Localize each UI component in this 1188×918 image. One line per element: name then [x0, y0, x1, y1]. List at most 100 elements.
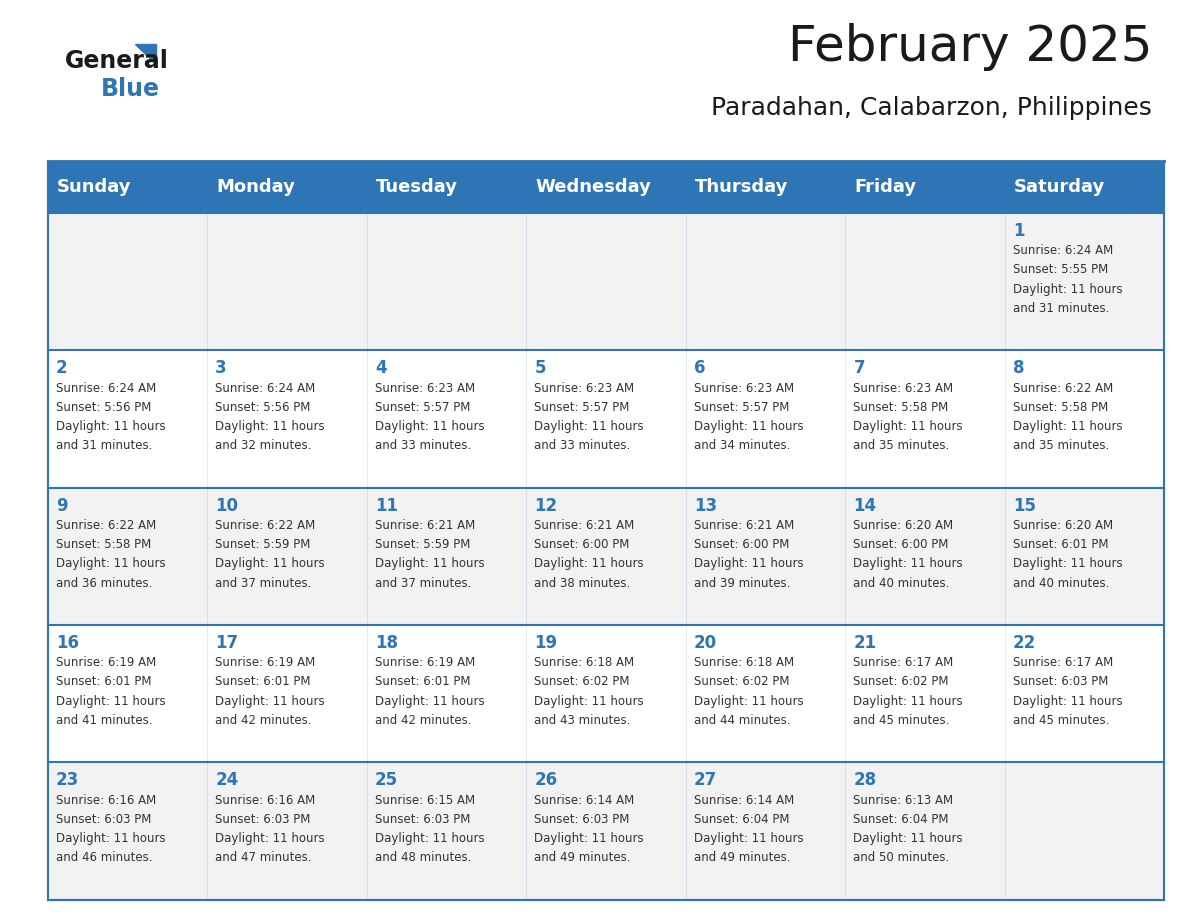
Text: Sunrise: 6:23 AM: Sunrise: 6:23 AM: [853, 382, 954, 395]
Bar: [845, 351, 1005, 487]
Bar: [526, 762, 685, 900]
Text: 18: 18: [375, 634, 398, 652]
Text: Sunrise: 6:18 AM: Sunrise: 6:18 AM: [694, 656, 794, 669]
Text: 2: 2: [56, 360, 68, 377]
Bar: [1005, 213, 1164, 351]
Text: Daylight: 11 hours: Daylight: 11 hours: [375, 420, 485, 433]
Text: and 33 minutes.: and 33 minutes.: [375, 440, 472, 453]
Text: Sunrise: 6:22 AM: Sunrise: 6:22 AM: [215, 519, 316, 532]
Text: 15: 15: [1013, 497, 1036, 515]
Text: Sunrise: 6:24 AM: Sunrise: 6:24 AM: [215, 382, 316, 395]
Text: Sunrise: 6:21 AM: Sunrise: 6:21 AM: [375, 519, 475, 532]
Text: and 31 minutes.: and 31 minutes.: [56, 440, 152, 453]
Text: Sunrise: 6:19 AM: Sunrise: 6:19 AM: [56, 656, 156, 669]
Bar: [845, 487, 1005, 625]
Text: Daylight: 11 hours: Daylight: 11 hours: [215, 557, 326, 570]
Bar: [845, 213, 1005, 351]
Text: 3: 3: [215, 360, 227, 377]
Text: Sunrise: 6:22 AM: Sunrise: 6:22 AM: [1013, 382, 1113, 395]
Text: Sunset: 5:57 PM: Sunset: 5:57 PM: [694, 401, 789, 414]
Text: 11: 11: [375, 497, 398, 515]
Bar: [1005, 762, 1164, 900]
Text: and 34 minutes.: and 34 minutes.: [694, 440, 790, 453]
Bar: [526, 487, 685, 625]
Text: Sunrise: 6:18 AM: Sunrise: 6:18 AM: [535, 656, 634, 669]
Text: 8: 8: [1013, 360, 1024, 377]
Text: Daylight: 11 hours: Daylight: 11 hours: [56, 557, 165, 570]
Text: Daylight: 11 hours: Daylight: 11 hours: [1013, 695, 1123, 708]
Bar: [207, 487, 367, 625]
Text: 7: 7: [853, 360, 865, 377]
Text: 1: 1: [1013, 222, 1024, 241]
Bar: [845, 762, 1005, 900]
Bar: [48, 625, 207, 762]
Text: Sunset: 6:02 PM: Sunset: 6:02 PM: [694, 676, 790, 688]
Text: Sunset: 6:04 PM: Sunset: 6:04 PM: [694, 812, 790, 826]
Bar: [207, 351, 367, 487]
Text: Sunset: 5:58 PM: Sunset: 5:58 PM: [853, 401, 949, 414]
Text: 26: 26: [535, 771, 557, 789]
Text: and 32 minutes.: and 32 minutes.: [215, 440, 311, 453]
Bar: [1005, 487, 1164, 625]
Bar: [48, 487, 207, 625]
Text: Sunrise: 6:14 AM: Sunrise: 6:14 AM: [694, 793, 795, 807]
Text: Daylight: 11 hours: Daylight: 11 hours: [375, 695, 485, 708]
Text: Daylight: 11 hours: Daylight: 11 hours: [56, 695, 165, 708]
Bar: [367, 625, 526, 762]
Bar: [845, 161, 1005, 213]
Bar: [367, 351, 526, 487]
Text: 24: 24: [215, 771, 239, 789]
Bar: [526, 625, 685, 762]
Text: Daylight: 11 hours: Daylight: 11 hours: [853, 832, 963, 845]
Text: Daylight: 11 hours: Daylight: 11 hours: [56, 832, 165, 845]
Text: 13: 13: [694, 497, 718, 515]
Text: Sunset: 6:03 PM: Sunset: 6:03 PM: [1013, 676, 1108, 688]
Text: Sunrise: 6:20 AM: Sunrise: 6:20 AM: [1013, 519, 1113, 532]
Text: Sunday: Sunday: [57, 178, 132, 196]
Text: Sunrise: 6:24 AM: Sunrise: 6:24 AM: [1013, 244, 1113, 257]
Text: and 31 minutes.: and 31 minutes.: [1013, 302, 1110, 315]
Text: 27: 27: [694, 771, 718, 789]
Bar: [367, 487, 526, 625]
Bar: [685, 161, 845, 213]
Bar: [685, 625, 845, 762]
Text: Sunset: 5:55 PM: Sunset: 5:55 PM: [1013, 263, 1108, 276]
Bar: [48, 762, 207, 900]
Text: 4: 4: [375, 360, 386, 377]
Text: Daylight: 11 hours: Daylight: 11 hours: [375, 832, 485, 845]
Polygon shape: [134, 44, 156, 64]
Text: and 35 minutes.: and 35 minutes.: [1013, 440, 1110, 453]
Text: Sunrise: 6:17 AM: Sunrise: 6:17 AM: [853, 656, 954, 669]
Text: and 40 minutes.: and 40 minutes.: [1013, 577, 1110, 589]
Text: Sunrise: 6:21 AM: Sunrise: 6:21 AM: [535, 519, 634, 532]
Text: Daylight: 11 hours: Daylight: 11 hours: [215, 695, 326, 708]
Text: Daylight: 11 hours: Daylight: 11 hours: [56, 420, 165, 433]
Text: Sunset: 5:57 PM: Sunset: 5:57 PM: [375, 401, 470, 414]
Text: and 38 minutes.: and 38 minutes.: [535, 577, 631, 589]
Text: Sunset: 6:02 PM: Sunset: 6:02 PM: [853, 676, 949, 688]
Bar: [367, 213, 526, 351]
Text: Daylight: 11 hours: Daylight: 11 hours: [535, 557, 644, 570]
Bar: [526, 351, 685, 487]
Bar: [207, 213, 367, 351]
Text: 10: 10: [215, 497, 239, 515]
Text: 20: 20: [694, 634, 718, 652]
Text: and 45 minutes.: and 45 minutes.: [1013, 714, 1110, 727]
Text: and 50 minutes.: and 50 minutes.: [853, 851, 949, 865]
Bar: [685, 213, 845, 351]
Text: Sunset: 6:03 PM: Sunset: 6:03 PM: [535, 812, 630, 826]
Text: Daylight: 11 hours: Daylight: 11 hours: [1013, 420, 1123, 433]
Bar: [367, 161, 526, 213]
Text: 23: 23: [56, 771, 80, 789]
Text: Sunset: 6:00 PM: Sunset: 6:00 PM: [535, 538, 630, 551]
Bar: [1005, 625, 1164, 762]
Text: Sunset: 6:01 PM: Sunset: 6:01 PM: [215, 676, 311, 688]
Text: and 49 minutes.: and 49 minutes.: [694, 851, 790, 865]
Text: Sunset: 6:00 PM: Sunset: 6:00 PM: [853, 538, 949, 551]
Text: and 48 minutes.: and 48 minutes.: [375, 851, 472, 865]
Text: Daylight: 11 hours: Daylight: 11 hours: [694, 695, 803, 708]
Text: Tuesday: Tuesday: [377, 178, 459, 196]
Text: Sunset: 5:57 PM: Sunset: 5:57 PM: [535, 401, 630, 414]
Text: Sunset: 6:02 PM: Sunset: 6:02 PM: [535, 676, 630, 688]
Text: and 40 minutes.: and 40 minutes.: [853, 577, 950, 589]
